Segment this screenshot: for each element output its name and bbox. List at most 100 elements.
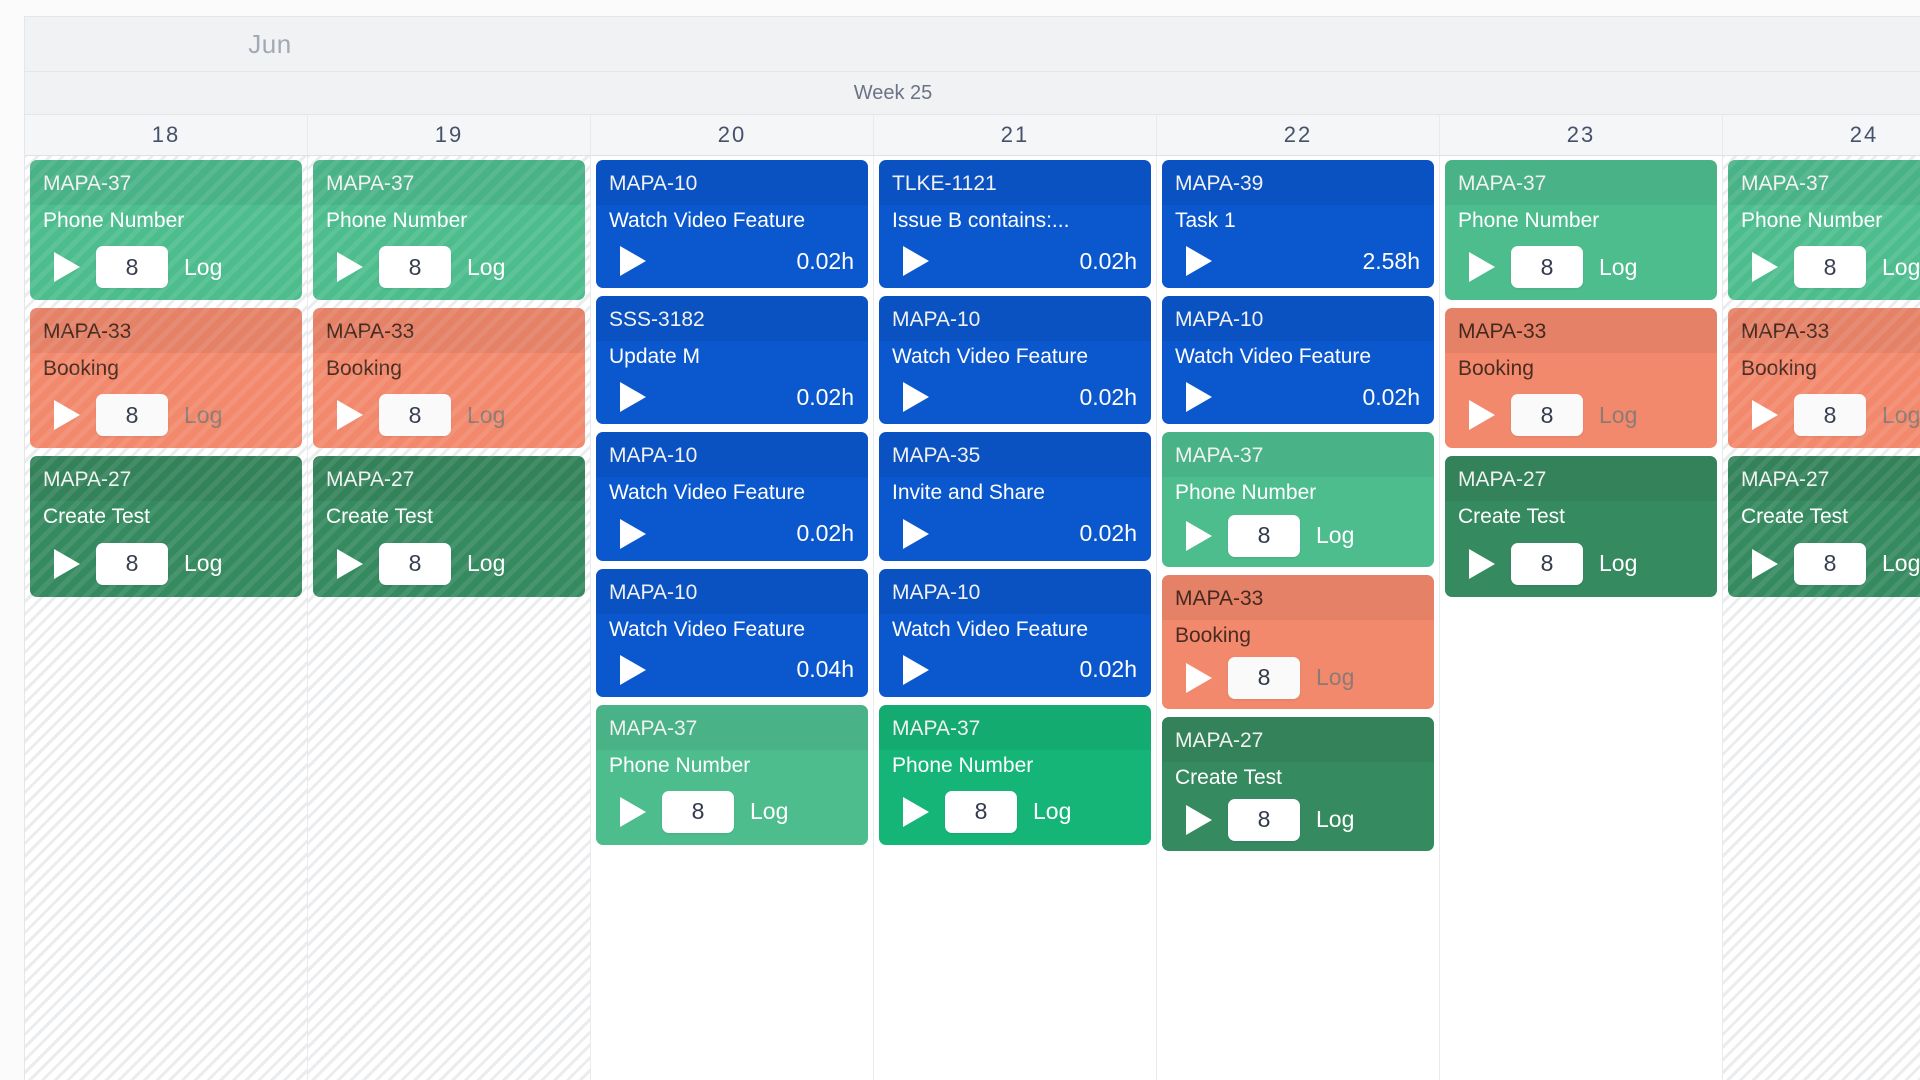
hours-input[interactable]: 8 <box>379 394 451 437</box>
event-card[interactable]: MAPA-37 Phone Number 8 Log <box>596 704 868 845</box>
log-button[interactable]: Log <box>1882 550 1920 577</box>
issue-key[interactable]: MAPA-10 <box>609 580 698 604</box>
play-icon[interactable] <box>903 382 929 413</box>
issue-key[interactable]: MAPA-27 <box>43 468 132 492</box>
log-button[interactable]: Log <box>1316 522 1355 549</box>
day-column-20[interactable]: MAPA-10 Watch Video Feature 0.02h SSS-3182 U… <box>591 156 874 1080</box>
issue-key[interactable]: MAPA-33 <box>1175 586 1264 610</box>
hours-input[interactable]: 8 <box>1794 394 1866 437</box>
play-icon[interactable] <box>1469 252 1495 283</box>
play-icon[interactable] <box>54 548 80 579</box>
hours-input[interactable]: 8 <box>1511 542 1583 585</box>
event-card[interactable]: MAPA-39 Task 1 2.58h <box>1162 160 1434 289</box>
day-column-21[interactable]: TLKE-1121 Issue B contains:... 0.02h MAPA-1… <box>874 156 1157 1080</box>
issue-key[interactable]: MAPA-27 <box>1458 468 1547 492</box>
issue-key[interactable]: MAPA-37 <box>1458 172 1547 195</box>
play-icon[interactable] <box>1186 382 1212 413</box>
issue-key[interactable]: MAPA-33 <box>43 320 132 344</box>
issue-key[interactable]: MAPA-37 <box>326 172 415 195</box>
log-button[interactable]: Log <box>467 550 506 577</box>
event-card[interactable]: MAPA-10 Watch Video Feature 0.02h <box>596 160 868 289</box>
log-button[interactable]: Log <box>1599 550 1638 577</box>
event-card[interactable]: MAPA-10 Watch Video Feature 0.02h <box>879 568 1151 697</box>
event-card[interactable]: TLKE-1121 Issue B contains:... 0.02h <box>879 160 1151 289</box>
issue-key[interactable]: TLKE-1121 <box>892 172 997 195</box>
day-header-19[interactable]: 19 <box>308 115 591 155</box>
event-card[interactable]: MAPA-10 Watch Video Feature 0.02h <box>879 296 1151 425</box>
hours-input[interactable]: 8 <box>1511 246 1583 289</box>
play-icon[interactable] <box>903 654 929 685</box>
issue-key[interactable]: MAPA-10 <box>892 308 981 332</box>
day-header-23[interactable]: 23 <box>1440 115 1723 155</box>
hours-input[interactable]: 8 <box>1228 798 1300 841</box>
day-column-23[interactable]: MAPA-37 Phone Number 8 Log MAPA-33 Booking 8 Lo… <box>1440 156 1723 1080</box>
hours-input[interactable]: 8 <box>379 246 451 289</box>
log-button[interactable]: Log <box>1882 253 1920 280</box>
play-icon[interactable] <box>620 246 646 277</box>
log-button[interactable]: Log <box>1316 806 1355 833</box>
issue-key[interactable]: MAPA-33 <box>1741 320 1830 344</box>
hours-input[interactable]: 8 <box>96 394 168 437</box>
event-card[interactable]: MAPA-27 Create Test 8 Log <box>1162 716 1434 851</box>
issue-key[interactable]: MAPA-10 <box>609 444 698 468</box>
hours-input[interactable]: 8 <box>1794 246 1866 289</box>
issue-key[interactable]: MAPA-39 <box>1175 172 1264 195</box>
event-card[interactable]: MAPA-33 Booking 8 Log <box>313 308 585 449</box>
log-button[interactable]: Log <box>1033 798 1072 825</box>
event-card[interactable]: MAPA-37 Phone Number 8 Log <box>1445 160 1717 301</box>
issue-key[interactable]: MAPA-10 <box>892 580 981 604</box>
day-header-18[interactable]: 18 <box>25 115 308 155</box>
issue-key[interactable]: MAPA-37 <box>43 172 132 195</box>
hours-input[interactable]: 8 <box>1228 514 1300 557</box>
log-button[interactable]: Log <box>467 401 506 428</box>
day-column-18[interactable]: MAPA-37 Phone Number 8 Log MAPA-33 Booking 8 Lo… <box>25 156 308 1080</box>
event-card[interactable]: MAPA-33 Booking 8 Log <box>1162 574 1434 709</box>
log-button[interactable]: Log <box>184 253 223 280</box>
event-card[interactable]: MAPA-37 Phone Number 8 Log <box>1162 432 1434 567</box>
hours-input[interactable]: 8 <box>662 790 734 833</box>
log-button[interactable]: Log <box>1882 401 1920 428</box>
play-icon[interactable] <box>903 518 929 549</box>
event-card[interactable]: MAPA-10 Watch Video Feature 0.04h <box>596 568 868 697</box>
issue-key[interactable]: MAPA-33 <box>1458 320 1547 344</box>
play-icon[interactable] <box>1186 246 1212 277</box>
day-header-21[interactable]: 21 <box>874 115 1157 155</box>
play-icon[interactable] <box>1186 662 1212 693</box>
issue-key[interactable]: MAPA-37 <box>609 716 698 740</box>
event-card[interactable]: MAPA-37 Phone Number 8 Log <box>879 704 1151 845</box>
issue-key[interactable]: MAPA-27 <box>1741 468 1830 492</box>
event-card[interactable]: MAPA-33 Booking 8 Log <box>30 308 302 449</box>
log-button[interactable]: Log <box>184 401 223 428</box>
issue-key[interactable]: MAPA-37 <box>1741 172 1830 195</box>
issue-key[interactable]: MAPA-37 <box>1175 444 1264 468</box>
day-column-22[interactable]: MAPA-39 Task 1 2.58h MAPA-10 Watch Video Fea… <box>1157 156 1440 1080</box>
play-icon[interactable] <box>903 796 929 827</box>
day-column-19[interactable]: MAPA-37 Phone Number 8 Log MAPA-33 Booking 8 Lo… <box>308 156 591 1080</box>
event-card[interactable]: MAPA-10 Watch Video Feature 0.02h <box>596 432 868 561</box>
log-button[interactable]: Log <box>467 253 506 280</box>
log-button[interactable]: Log <box>1599 253 1638 280</box>
event-card[interactable]: MAPA-37 Phone Number 8 Log <box>313 160 585 301</box>
hours-input[interactable]: 8 <box>1511 394 1583 437</box>
event-card[interactable]: MAPA-37 Phone Number 8 Log <box>30 160 302 301</box>
day-column-24[interactable]: MAPA-37 Phone Number 8 Log MAPA-33 Booking 8 Lo… <box>1723 156 1920 1080</box>
play-icon[interactable] <box>1752 400 1778 431</box>
play-icon[interactable] <box>1186 520 1212 551</box>
play-icon[interactable] <box>1752 252 1778 283</box>
log-button[interactable]: Log <box>1599 401 1638 428</box>
event-card[interactable]: SSS-3182 Update M 0.02h <box>596 296 868 425</box>
issue-key[interactable]: MAPA-37 <box>892 716 981 740</box>
play-icon[interactable] <box>337 252 363 283</box>
day-header-24[interactable]: 24 <box>1723 115 1920 155</box>
event-card[interactable]: MAPA-27 Create Test 8 Log <box>1728 456 1920 597</box>
log-button[interactable]: Log <box>184 550 223 577</box>
event-card[interactable]: MAPA-10 Watch Video Feature 0.02h <box>1162 296 1434 425</box>
play-icon[interactable] <box>54 400 80 431</box>
event-card[interactable]: MAPA-27 Create Test 8 Log <box>30 456 302 597</box>
issue-key[interactable]: MAPA-33 <box>326 320 415 344</box>
play-icon[interactable] <box>1186 804 1212 835</box>
play-icon[interactable] <box>1469 548 1495 579</box>
play-icon[interactable] <box>620 796 646 827</box>
play-icon[interactable] <box>1752 548 1778 579</box>
play-icon[interactable] <box>54 252 80 283</box>
